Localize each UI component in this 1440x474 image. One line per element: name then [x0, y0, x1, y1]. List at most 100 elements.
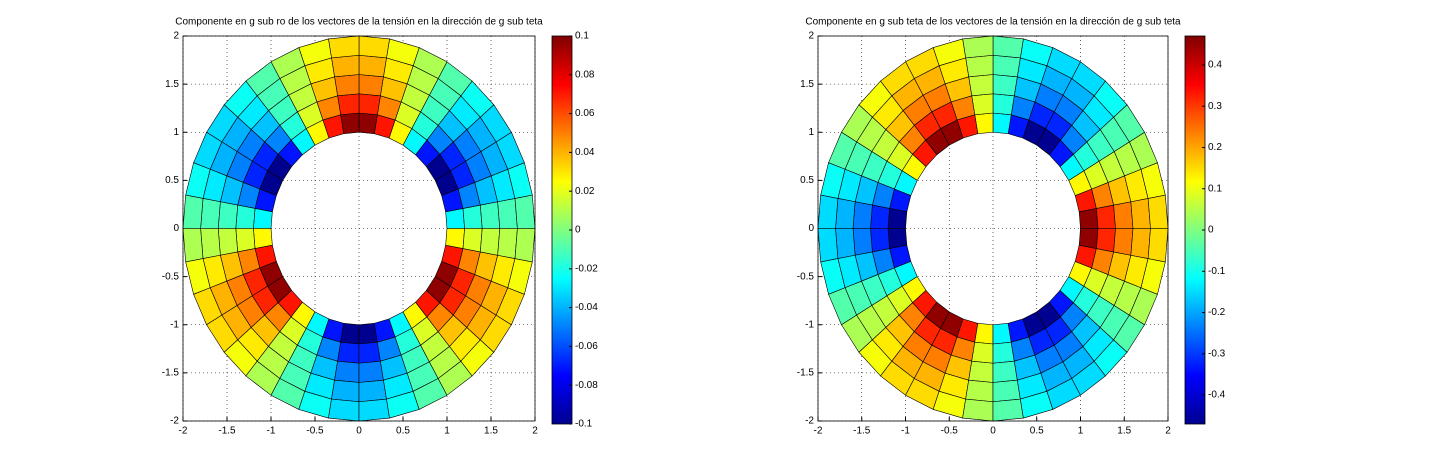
cell	[817, 194, 839, 229]
colorbar-tick-label: -0.3	[1208, 348, 1226, 359]
cell	[358, 360, 384, 383]
y-tick-label: 0.5	[165, 175, 179, 186]
cell	[992, 341, 1015, 364]
y-tick-label: -0.5	[162, 271, 180, 282]
y-tick-label: 1.5	[165, 79, 179, 90]
cell	[992, 93, 1015, 116]
cell	[962, 35, 994, 59]
colorbar-tick-label: -0.1	[575, 419, 593, 430]
colorbar-tick-label: 0.04	[575, 147, 595, 158]
x-tick-label: -1	[901, 426, 910, 437]
cell	[835, 198, 856, 229]
cell	[497, 198, 518, 229]
cell	[337, 341, 360, 364]
colorbar-tick-label: 0.02	[575, 186, 595, 197]
y-tick-label: 0	[808, 223, 814, 234]
colorbar-tick-label: -0.4	[1208, 390, 1226, 401]
cell	[1096, 228, 1116, 253]
y-tick-label: 0	[173, 223, 179, 234]
cell	[1113, 201, 1134, 229]
cell	[992, 74, 1018, 97]
cell	[870, 204, 890, 229]
chart-title: Componente en g sub teta de los vectores…	[805, 17, 1181, 28]
colorbar-tick-label: -0.02	[575, 263, 598, 274]
cell	[965, 379, 994, 403]
y-tick-label: 1	[808, 127, 814, 138]
x-tick-label: 0.5	[1030, 426, 1044, 437]
x-tick-label: -0.5	[306, 426, 324, 437]
x-tick-label: 1	[444, 426, 450, 437]
y-tick-label: -1.5	[162, 368, 180, 379]
cell	[358, 54, 387, 78]
cell	[334, 74, 360, 97]
cell	[968, 360, 994, 383]
cell	[337, 93, 360, 116]
y-tick-label: -2	[170, 416, 179, 427]
y-tick-label: 1.5	[800, 79, 814, 90]
cell	[817, 228, 839, 263]
cell	[965, 54, 994, 78]
cell	[968, 74, 994, 97]
cell	[358, 379, 387, 403]
cell	[182, 228, 204, 263]
colorbar-tick-label: 0.4	[1208, 60, 1222, 71]
colorbar-tick-label: 0.1	[575, 31, 589, 42]
cell	[1147, 228, 1169, 263]
y-tick-label: 1	[173, 127, 179, 138]
x-tick-label: 2	[532, 426, 538, 437]
cell	[1096, 204, 1116, 229]
cell	[358, 398, 390, 422]
colorbar-tick-label: 0.3	[1208, 101, 1222, 112]
cell	[1147, 194, 1169, 229]
cell	[358, 341, 381, 364]
cell	[358, 93, 381, 116]
cell	[358, 74, 384, 97]
cell	[992, 35, 1024, 59]
cell	[974, 322, 994, 345]
cell	[992, 379, 1021, 403]
colorbar-tick-label: 0	[575, 225, 581, 236]
x-tick-label: 1.5	[1117, 426, 1131, 437]
cell	[992, 398, 1024, 422]
cell	[514, 228, 536, 263]
cell	[200, 228, 221, 259]
y-tick-label: -1.5	[797, 368, 815, 379]
cell	[235, 228, 256, 253]
cell	[340, 322, 360, 345]
cell	[328, 35, 360, 59]
x-tick-label: -1	[267, 426, 276, 437]
cell	[235, 204, 256, 229]
cell	[852, 201, 873, 229]
y-tick-label: 2	[173, 31, 179, 42]
y-tick-label: 2	[808, 31, 814, 42]
cell	[331, 379, 360, 403]
y-tick-label: -0.5	[797, 271, 815, 282]
x-tick-label: -1.5	[218, 426, 236, 437]
colorbar-tick-label: -0.04	[575, 302, 598, 313]
x-tick-label: 0	[356, 426, 362, 437]
colorbar-tick-label: 0.1	[1208, 183, 1222, 194]
x-tick-label: 1	[1078, 426, 1084, 437]
cell	[514, 194, 536, 229]
colorbar-tick-label: -0.1	[1208, 266, 1226, 277]
cell	[852, 228, 873, 256]
x-tick-label: -2	[814, 426, 823, 437]
cell	[334, 360, 360, 383]
cell	[445, 228, 465, 249]
colorbar-tick-label: -0.2	[1208, 307, 1226, 318]
cell	[182, 194, 204, 229]
cell	[870, 228, 890, 253]
cell	[1130, 198, 1151, 229]
cell	[217, 201, 238, 229]
cell	[992, 360, 1018, 383]
x-tick-label: 0	[990, 426, 996, 437]
x-tick-label: -1.5	[853, 426, 871, 437]
x-tick-label: -2	[179, 426, 188, 437]
cell	[328, 398, 360, 422]
cell	[1113, 228, 1134, 256]
y-tick-label: -1	[805, 319, 814, 330]
chart-title: Componente en g sub ro de los vectores d…	[175, 17, 543, 28]
cell	[253, 208, 273, 229]
cell	[992, 54, 1021, 78]
